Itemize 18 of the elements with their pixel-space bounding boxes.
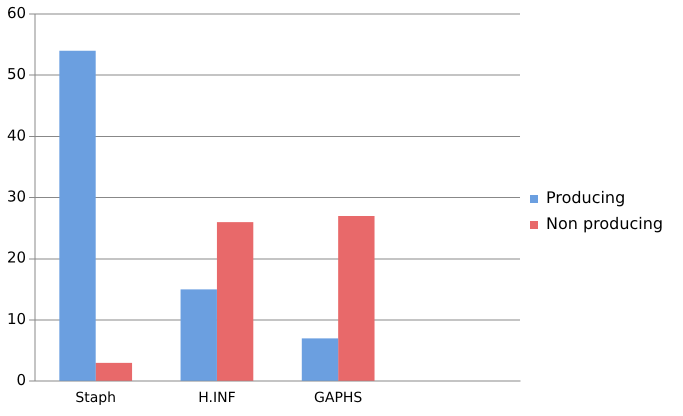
y-tick-label: 60 [6, 4, 26, 22]
x-tick-label: H.INF [198, 390, 236, 406]
y-tick-label: 0 [16, 371, 26, 390]
y-tick-label: 30 [6, 187, 26, 206]
y-tick-label: 40 [6, 126, 26, 144]
bar [59, 50, 96, 381]
y-tick-label: 50 [6, 65, 26, 84]
y-tick-label: 10 [6, 310, 26, 328]
bar [180, 289, 217, 381]
x-tick-label: GAPHS [314, 390, 362, 406]
bar [216, 222, 254, 381]
bar [338, 216, 375, 381]
legend-label: Non producing [546, 214, 664, 234]
bar [302, 338, 338, 381]
x-tick-label: Staph [75, 390, 116, 406]
bar [96, 362, 132, 381]
y-tick-label: 20 [6, 248, 26, 267]
legend-label: Producing [546, 188, 626, 208]
